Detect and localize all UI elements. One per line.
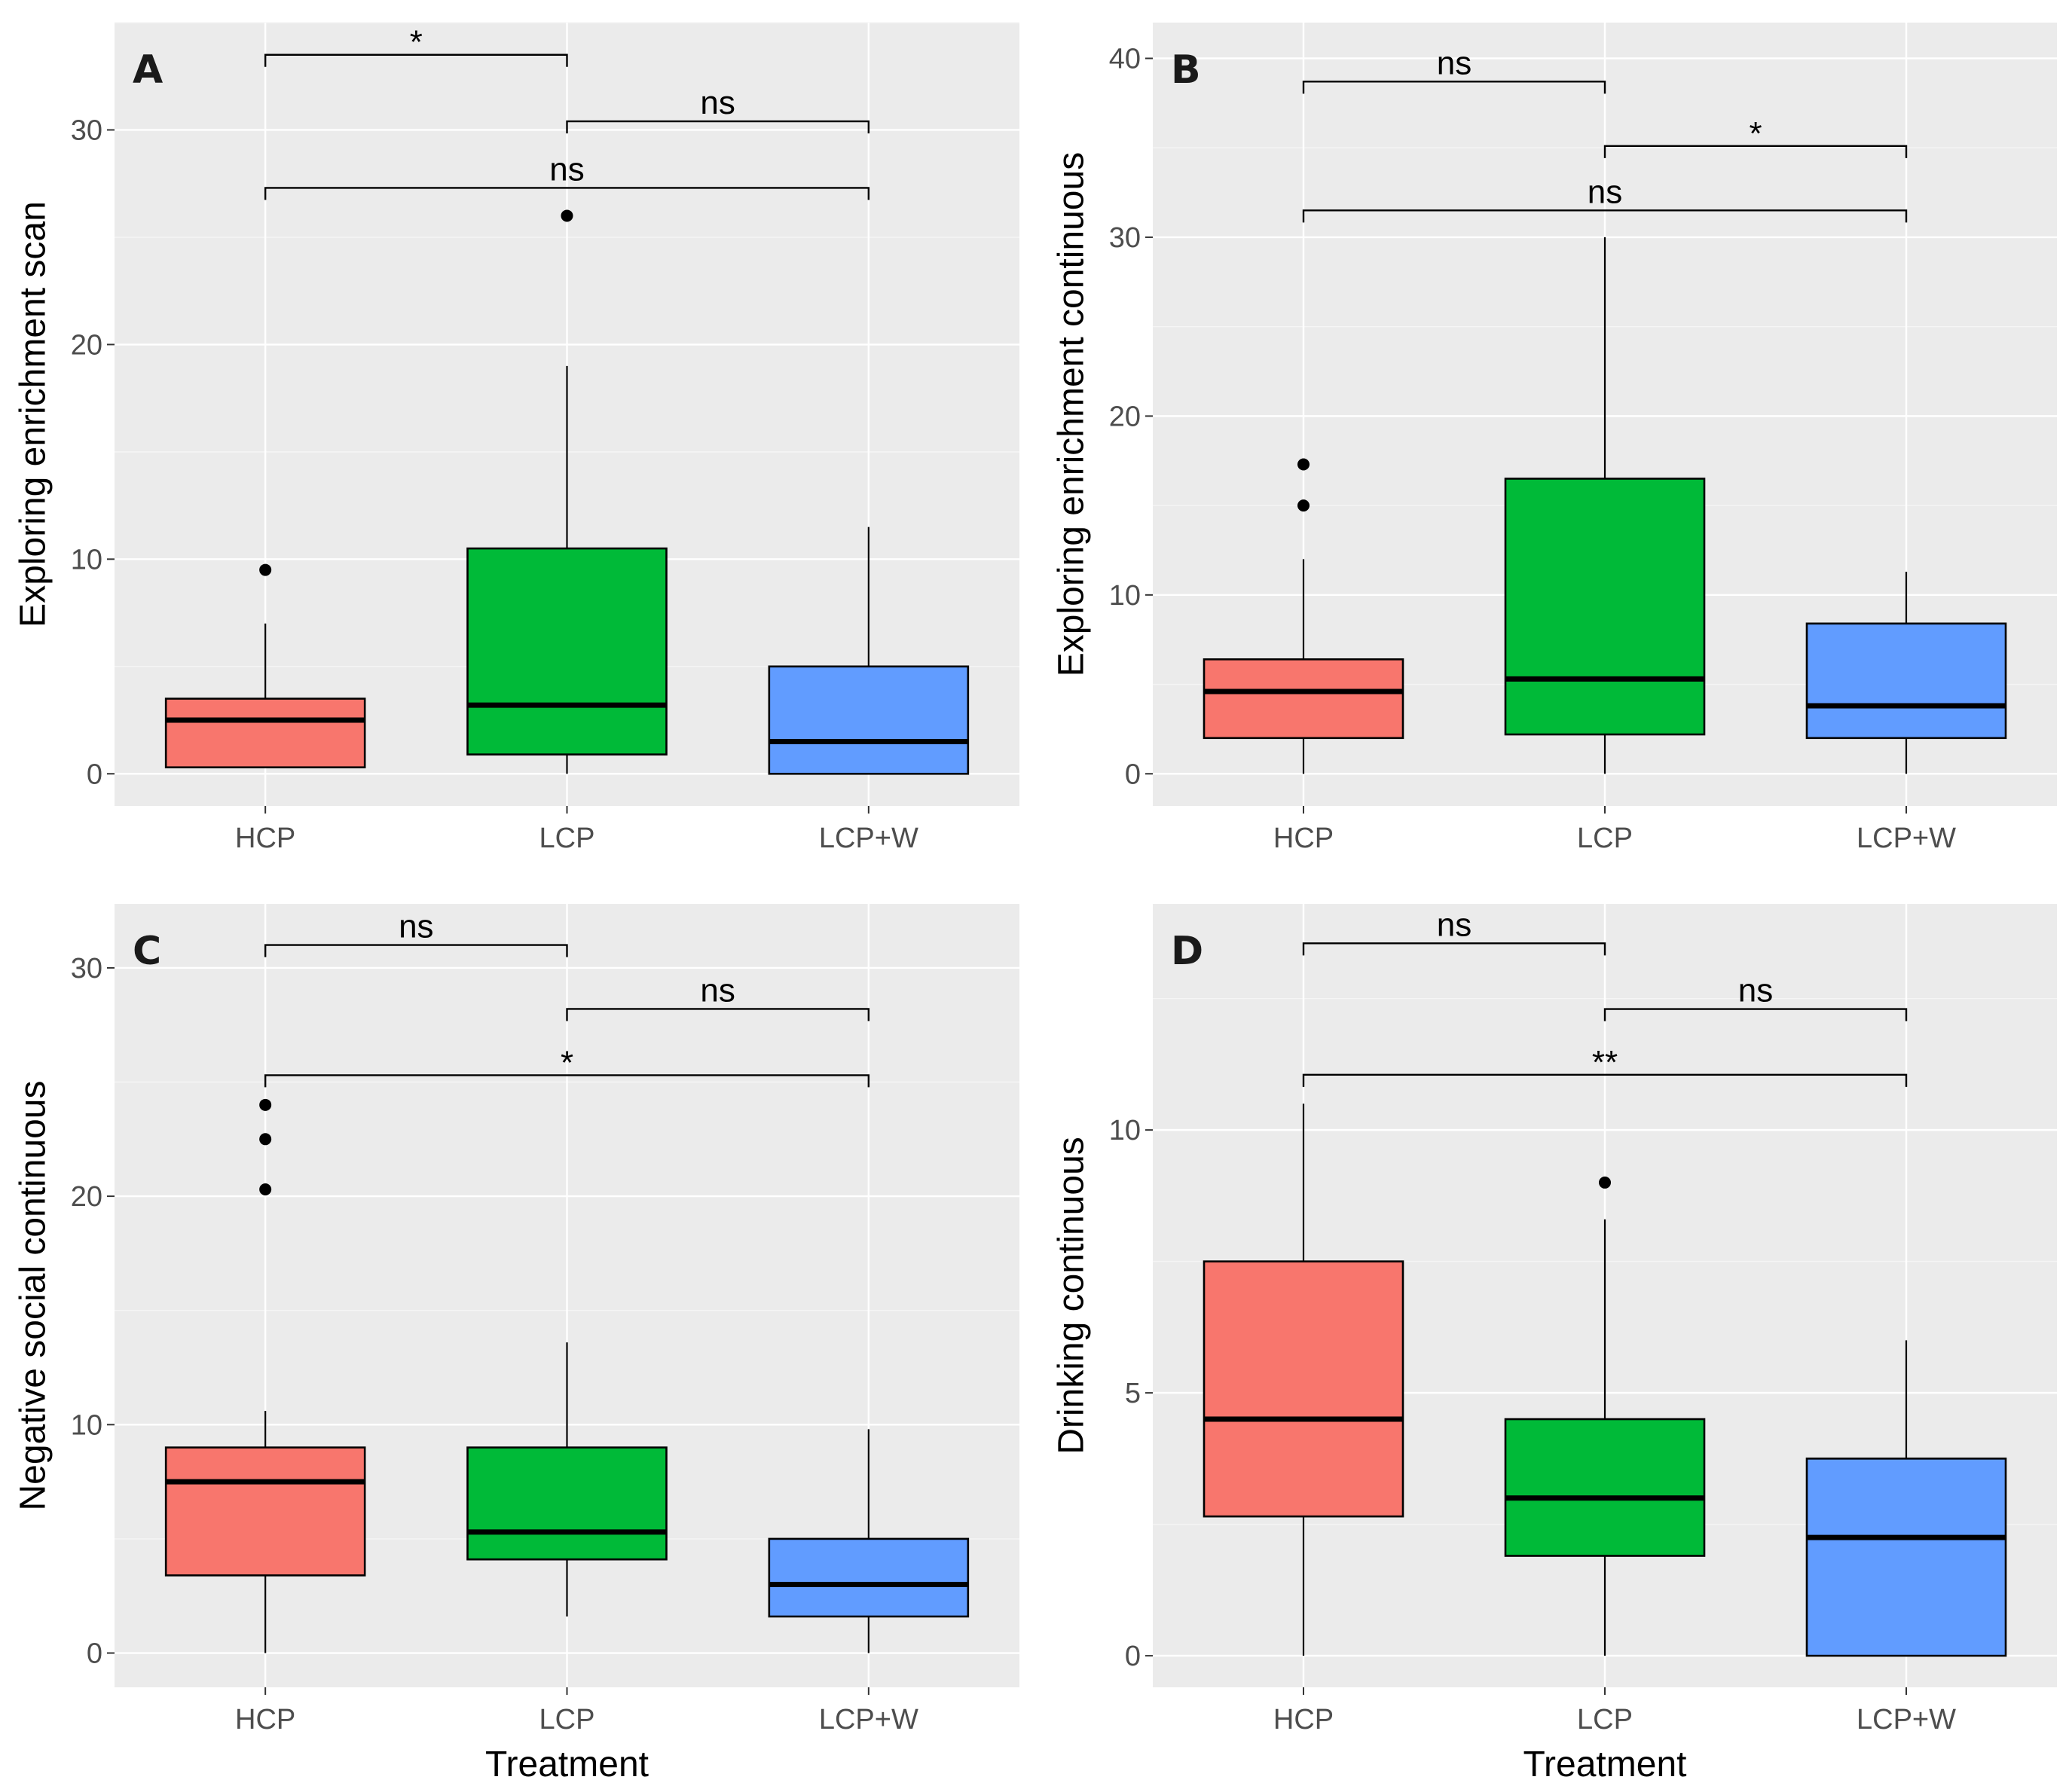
x-tick-label: LCP+W [1857, 1704, 1956, 1736]
box-lcp-plus-w [768, 1537, 970, 1618]
box-lcp [1504, 1418, 1706, 1557]
x-tick-label: LCP+W [819, 823, 918, 854]
significance-bracket [1603, 145, 1908, 158]
significance-label: ns [1437, 44, 1472, 81]
panel-d: 0 5 10 HCP LCP LCP+W ns ns ** D Drinking continuou… [1052, 904, 2057, 1784]
significance-bracket [264, 1074, 870, 1088]
x-tick-label: HCP [1273, 1704, 1334, 1736]
y-axis-title: Exploring enrichment continuous [1052, 152, 1092, 676]
x-tick-label: LCP [539, 1704, 595, 1736]
box-lcp [1504, 478, 1706, 736]
significance-label: ns [1738, 972, 1773, 1009]
y-tick-label: 10 [1109, 580, 1141, 612]
panel-c: 0 10 20 30 HCP LCP LCP+W ns ns * C Negative social … [14, 904, 1019, 1784]
y-tick-label: 0 [87, 759, 102, 790]
x-tick-label: HCP [1273, 823, 1334, 854]
significance-bracket [1302, 209, 1908, 223]
significance-label: ns [700, 84, 735, 121]
significance-bracket [566, 1008, 870, 1021]
significance-bracket [566, 120, 870, 134]
y-tick-label: 30 [1109, 222, 1141, 254]
x-axis-title: Treatment [485, 1745, 649, 1784]
panel-letter: B [1171, 47, 1201, 93]
significance-bracket [1302, 1073, 1908, 1087]
x-axis-title: Treatment [1523, 1745, 1687, 1784]
significance-bracket [1302, 942, 1606, 956]
box-hcp [164, 698, 366, 769]
box-lcp-plus-w [1805, 1458, 2007, 1657]
y-tick-label: 0 [1125, 759, 1141, 790]
y-tick-label: 10 [1109, 1115, 1141, 1146]
significance-label: * [410, 24, 423, 61]
y-tick-label: 10 [71, 1409, 102, 1441]
significance-label: ns [1437, 906, 1472, 943]
outlier-point [1297, 458, 1310, 471]
outlier-point [259, 1183, 272, 1196]
y-tick-label: 20 [71, 329, 102, 361]
significance-bracket [1603, 1008, 1908, 1021]
outlier-point [1297, 499, 1310, 512]
y-tick-label: 30 [71, 114, 102, 146]
y-axis-title: Negative social continuous [14, 1080, 53, 1510]
significance-label: * [561, 1044, 573, 1081]
outlier-point [259, 1098, 272, 1111]
x-tick-label: LCP+W [1857, 823, 1956, 854]
panel-letter: C [133, 929, 161, 974]
box-lcp-plus-w [1805, 622, 2007, 740]
y-tick-label: 0 [87, 1638, 102, 1670]
significance-bracket [264, 944, 568, 957]
x-tick-label: LCP [1577, 823, 1633, 854]
x-tick-label: LCP+W [819, 1704, 918, 1736]
significance-label: ns [399, 908, 433, 945]
box-hcp [1203, 658, 1404, 740]
panel-a: 0 10 20 30 HCP LCP LCP+W * ns ns A Exploring enrich… [14, 22, 1019, 854]
significance-bracket [264, 187, 870, 200]
significance-label: ns [549, 151, 584, 188]
box-hcp [164, 1446, 366, 1577]
significance-bracket [264, 53, 568, 67]
outlier-point [1599, 1176, 1611, 1189]
y-tick-label: 30 [71, 953, 102, 985]
box-lcp [466, 547, 668, 756]
x-tick-label: LCP [539, 823, 595, 854]
y-tick-label: 5 [1125, 1378, 1141, 1409]
y-tick-label: 20 [71, 1181, 102, 1213]
panel-b: 0 10 20 30 40 HCP LCP LCP+W ns * ns B Exploring enri… [1052, 23, 2057, 854]
y-axis-title: Drinking continuous [1052, 1137, 1092, 1455]
y-axis-title: Exploring enrichment scan [14, 201, 53, 627]
x-tick-label: LCP [1577, 1704, 1633, 1736]
significance-label: * [1749, 115, 1762, 152]
outlier-point [259, 1133, 272, 1146]
panel-letter: A [133, 47, 163, 93]
significance-label: ** [1592, 1044, 1618, 1081]
outlier-point [561, 209, 573, 222]
box-hcp [1203, 1260, 1404, 1518]
y-tick-label: 40 [1109, 43, 1141, 75]
box-lcp [466, 1446, 668, 1561]
x-tick-label: HCP [235, 823, 295, 854]
significance-label: ns [1588, 173, 1622, 210]
significance-label: ns [700, 972, 735, 1009]
y-tick-label: 0 [1125, 1641, 1141, 1672]
x-tick-label: HCP [235, 1704, 295, 1736]
outlier-point [259, 563, 272, 576]
significance-bracket [1302, 81, 1606, 94]
panel-letter: D [1171, 929, 1203, 974]
box-lcp-plus-w [768, 665, 970, 775]
y-tick-label: 20 [1109, 401, 1141, 432]
y-tick-label: 10 [71, 544, 102, 575]
